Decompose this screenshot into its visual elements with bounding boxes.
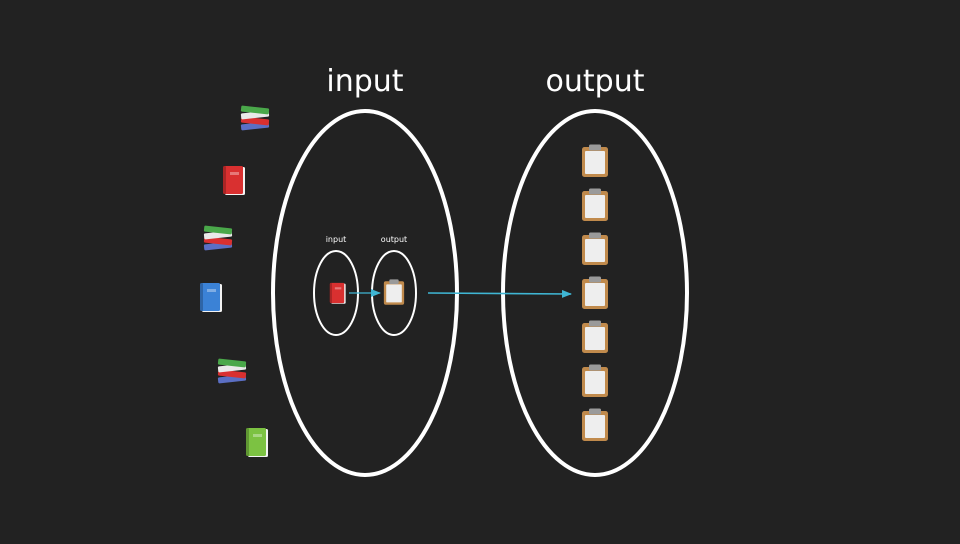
clipboard-icon (582, 364, 608, 397)
inner-input-label: input (326, 235, 347, 244)
outer-mapping-arrow (427, 289, 572, 298)
books-stack-icon (240, 105, 270, 131)
clipboard-icon (582, 144, 608, 177)
clipboard-icon (383, 279, 405, 305)
red-book-icon (223, 166, 245, 195)
red-book-icon (329, 282, 346, 304)
books-stack-icon (217, 358, 247, 384)
blue-book-icon (200, 283, 222, 312)
green-book-icon (246, 428, 268, 457)
outer-output-label: output (546, 64, 645, 99)
books-stack-icon (203, 225, 233, 251)
outer-input-label: input (326, 64, 403, 99)
clipboard-icon (582, 232, 608, 265)
clipboard-icon (582, 188, 608, 221)
clipboard-icon (582, 276, 608, 309)
inner-output-label: output (381, 235, 407, 244)
clipboard-icon (582, 408, 608, 441)
clipboard-icon (582, 320, 608, 353)
